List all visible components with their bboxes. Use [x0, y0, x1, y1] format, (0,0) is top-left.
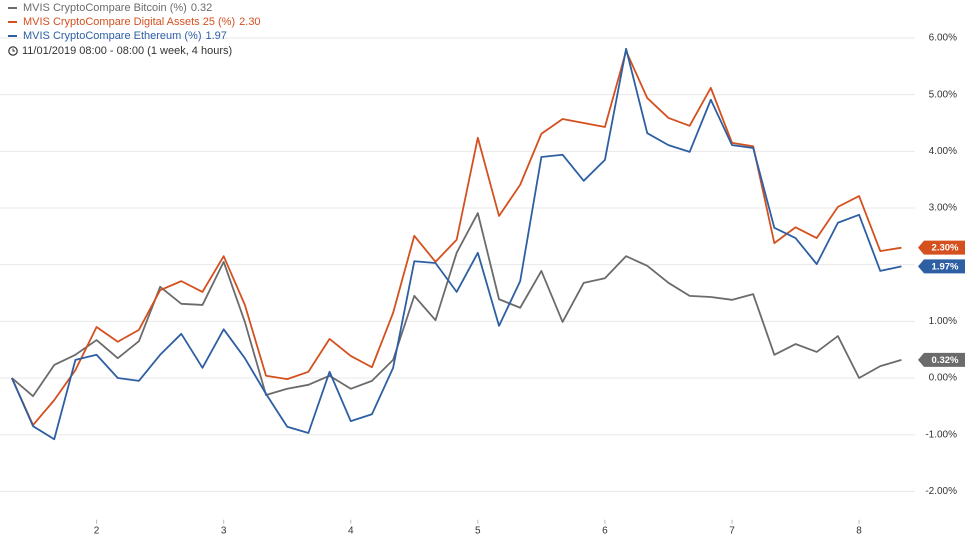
- legend-value: 0.32: [191, 2, 212, 14]
- x-tick-label: 4: [348, 525, 354, 536]
- value-badge: [918, 259, 965, 274]
- clock-icon: [8, 46, 18, 56]
- grid: [0, 37, 915, 492]
- range-label: 11/01/2019 08:00 - 08:00 (1 week, 4 hour…: [22, 45, 232, 57]
- value-badge-label: 1.97%: [932, 261, 959, 272]
- value-badge-label: 0.32%: [932, 355, 959, 366]
- x-tick-label: 7: [729, 525, 735, 536]
- legend-entry: MVIS CryptoCompare Digital Assets 25 (%)…: [23, 16, 261, 28]
- legend-name: MVIS CryptoCompare Ethereum (%): [23, 30, 202, 42]
- legend-name: MVIS CryptoCompare Bitcoin (%): [23, 2, 187, 14]
- y-tick-label: 0.00%: [929, 373, 957, 384]
- legend-entry: MVIS CryptoCompare Bitcoin (%) 0.32: [23, 2, 212, 14]
- y-tick-label: 3.00%: [929, 203, 957, 214]
- legend-value: 2.30: [239, 16, 260, 28]
- legend: 11/01/2019 08:00 - 08:00 (1 week, 4 hour…: [8, 2, 261, 57]
- clock-hand: [12, 48, 15, 52]
- legend-name: MVIS CryptoCompare Digital Assets 25 (%): [23, 16, 235, 28]
- x-tick-label: 2: [94, 525, 100, 536]
- x-tick-label: 3: [221, 525, 227, 536]
- x-tick-label: 6: [602, 525, 608, 536]
- x-tick-label: 8: [856, 525, 862, 536]
- axes: -2.00%-1.00%0.00%1.00%2.00%3.00%4.00%5.0…: [94, 33, 965, 536]
- y-tick-label: 5.00%: [929, 89, 957, 100]
- series-line: [11, 47, 902, 441]
- series-line: [11, 212, 902, 398]
- value-badge: [918, 352, 965, 367]
- y-tick-label: -1.00%: [925, 429, 957, 440]
- series-line: [11, 50, 902, 426]
- plot-area: [11, 47, 902, 441]
- y-tick-label: -2.00%: [925, 486, 957, 497]
- legend-value: 1.97: [206, 30, 227, 42]
- legend-entry: MVIS CryptoCompare Ethereum (%) 1.97: [23, 30, 227, 42]
- range-row: 11/01/2019 08:00 - 08:00 (1 week, 4 hour…: [8, 45, 232, 57]
- x-tick-label: 5: [475, 525, 481, 536]
- y-tick-label: 6.00%: [929, 33, 957, 44]
- value-badge-label: 2.30%: [932, 243, 959, 254]
- value-badge: [918, 240, 965, 255]
- y-tick-label: 1.00%: [929, 316, 957, 327]
- y-tick-label: 4.00%: [929, 146, 957, 157]
